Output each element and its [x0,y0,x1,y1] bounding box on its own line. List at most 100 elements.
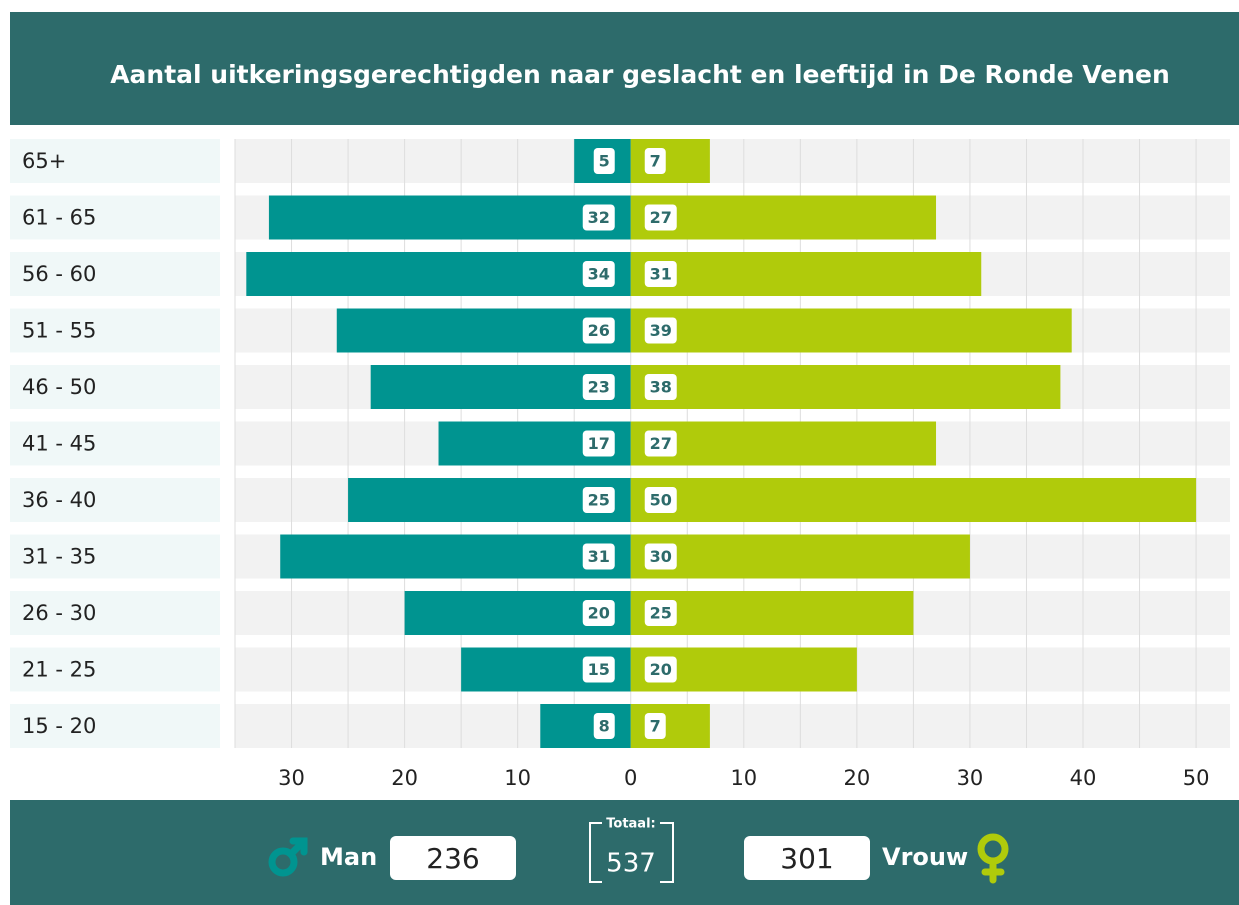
bar [630,421,937,466]
value-label: 50 [650,491,672,510]
value-label: 7 [650,717,661,736]
total: 537 [606,849,656,879]
bar [630,195,937,240]
y-tick-label: 41 - 45 [22,432,96,456]
value-label-bg [644,148,666,174]
value-label-bg [644,487,677,513]
bar [630,478,1197,522]
value-label-bg [644,374,677,400]
bar [630,139,710,183]
value-label: 25 [650,604,672,623]
chart-title: Aantal uitkeringsgerechtigden naar gesla… [110,60,1170,89]
value-label: 25 [588,491,610,510]
bar [630,591,914,635]
label-band [10,647,220,692]
value-label: 34 [588,265,610,284]
x-tick-label: 50 [1183,766,1210,790]
plot: 65+ 61 - 65 56 - 60 51 - 55 46 - 50 41 - 45 36… [10,139,1230,790]
value-label-bg [582,374,615,400]
value-label: 20 [650,660,672,679]
value-label: 27 [650,208,672,227]
male-icon [268,837,308,877]
value-label-bg [582,261,615,287]
legend-man: Man [320,843,377,871]
y-tick-label: 65+ [22,149,66,173]
value-label-bg [644,600,677,626]
legend-vrouw: Vrouw [882,843,968,871]
value-label: 31 [650,265,672,284]
label-band [10,195,220,240]
value-label-bg [644,430,677,457]
value-label: 23 [588,378,610,397]
y-tick-label: 21 - 25 [22,658,96,682]
y-tick-label: 46 - 50 [22,375,96,399]
total-vrouw: 301 [780,842,833,875]
bar [268,195,631,240]
x-tick-label: 30 [957,766,984,790]
x-tick-label: 40 [1070,766,1097,790]
label-band [10,252,220,296]
value-label-bg [582,430,615,457]
label-band [10,478,220,522]
total-label: Totaal: [606,817,656,832]
female-icon [977,833,1009,884]
y-tick-label: 31 - 35 [22,545,96,569]
footer [10,800,1239,905]
bar [246,252,631,296]
value-label: 27 [650,434,672,453]
bar [630,308,1072,353]
y-tick-label: 51 - 55 [22,319,96,343]
value-label-bg [582,487,615,513]
label-band [10,534,220,579]
value-label: 17 [588,434,610,453]
value-label: 30 [650,547,672,566]
label-band [10,704,220,748]
value-label-bg [582,204,615,231]
total-box [744,836,870,880]
value-label: 26 [588,321,610,340]
bar [280,534,631,579]
row-band [235,139,1230,183]
bar [630,534,970,579]
value-label: 5 [599,152,610,171]
value-label-bg [644,261,677,287]
value-label: 20 [588,604,610,623]
label-band [10,421,220,466]
value-label-bg [593,148,615,174]
x-tick-label: 20 [844,766,871,790]
value-label: 32 [588,208,610,227]
value-label-bg [582,600,615,626]
value-label-bg [644,713,666,739]
bar [336,308,631,353]
value-label: 39 [650,321,672,340]
value-label-bg [644,543,677,570]
value-label-bg [644,204,677,231]
x-tick-label: 0 [624,766,637,790]
y-tick-label: 26 - 30 [22,601,96,625]
value-label-bg [644,656,677,683]
x-tick-label: 10 [730,766,757,790]
y-tick-label: 15 - 20 [22,714,96,738]
total-man: 236 [426,842,479,875]
y-tick-label: 56 - 60 [22,262,96,286]
bar [540,704,631,748]
total-bracket [589,822,674,883]
value-label-bg [644,317,677,344]
label-band [10,308,220,353]
bar [630,365,1061,409]
x-tick-label: 10 [504,766,531,790]
value-label: 7 [650,152,661,171]
value-label: 31 [588,547,610,566]
bar [630,704,710,748]
bar [630,252,982,296]
total-box [390,836,516,880]
value-label-bg [582,656,615,683]
value-label-bg [593,713,615,739]
header [10,12,1239,125]
row-band [235,704,1230,748]
value-label: 15 [588,660,610,679]
label-band [10,365,220,409]
x-tick-label: 20 [391,766,418,790]
y-tick-label: 36 - 40 [22,488,96,512]
